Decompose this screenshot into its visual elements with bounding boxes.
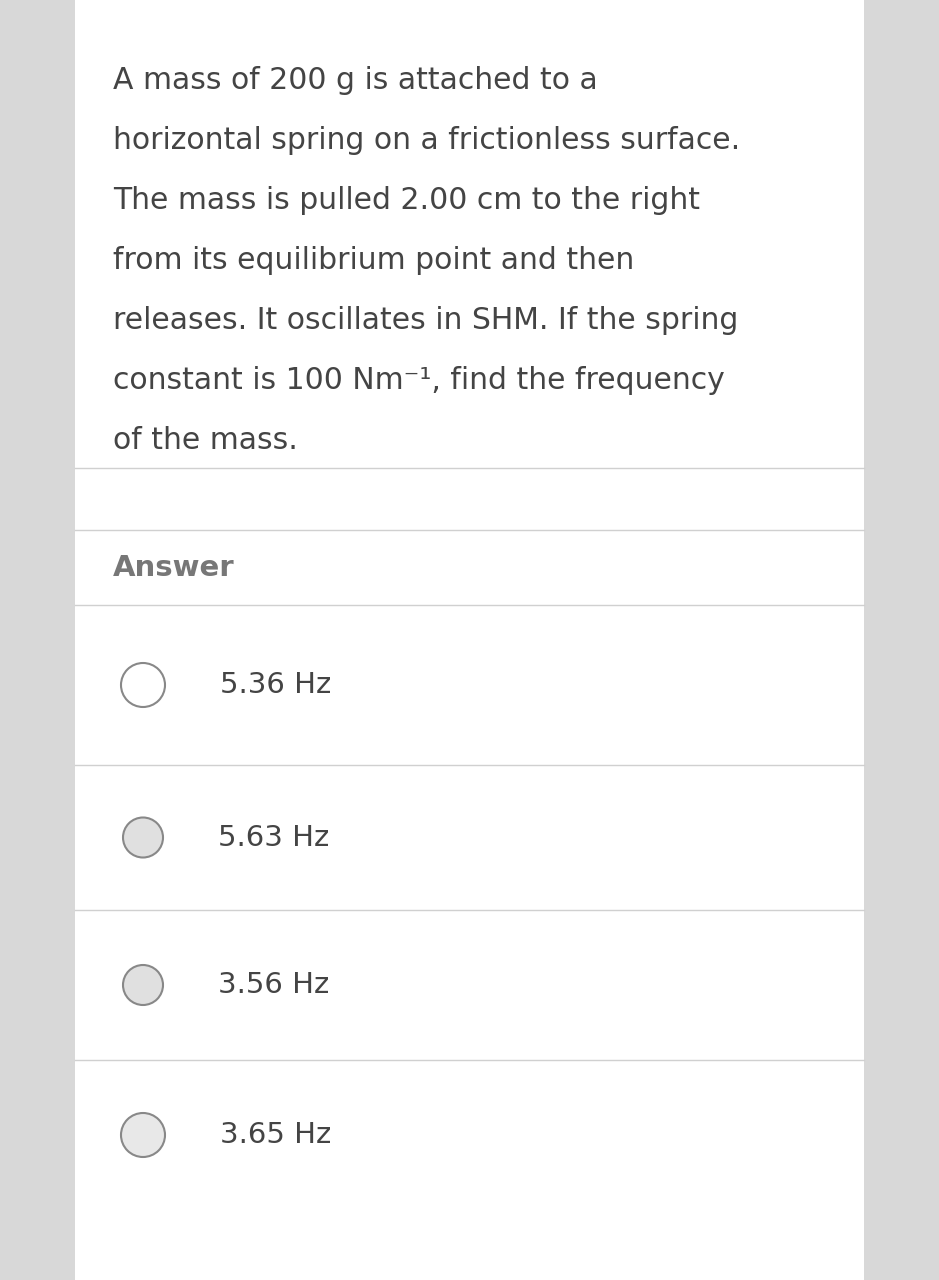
- Text: 5.36 Hz: 5.36 Hz: [220, 671, 331, 699]
- Circle shape: [121, 663, 165, 707]
- Circle shape: [131, 826, 155, 850]
- Text: of the mass.: of the mass.: [113, 426, 298, 454]
- Text: releases. It oscillates in SHM. If the spring: releases. It oscillates in SHM. If the s…: [113, 306, 738, 335]
- Text: horizontal spring on a frictionless surface.: horizontal spring on a frictionless surf…: [113, 125, 740, 155]
- Text: 3.56 Hz: 3.56 Hz: [218, 972, 330, 998]
- Text: constant is 100 Nm⁻¹, find the frequency: constant is 100 Nm⁻¹, find the frequency: [113, 366, 725, 396]
- Text: Answer: Answer: [113, 553, 235, 581]
- Text: The mass is pulled 2.00 cm to the right: The mass is pulled 2.00 cm to the right: [113, 186, 700, 215]
- Circle shape: [129, 671, 157, 699]
- Text: A mass of 200 g is attached to a: A mass of 200 g is attached to a: [113, 67, 598, 95]
- Circle shape: [123, 818, 163, 858]
- Text: from its equilibrium point and then: from its equilibrium point and then: [113, 246, 634, 275]
- FancyBboxPatch shape: [75, 0, 864, 1280]
- Text: 3.65 Hz: 3.65 Hz: [220, 1121, 331, 1149]
- Circle shape: [121, 1114, 165, 1157]
- Circle shape: [129, 1121, 157, 1149]
- Circle shape: [131, 973, 155, 997]
- Circle shape: [123, 965, 163, 1005]
- Text: 5.63 Hz: 5.63 Hz: [218, 823, 330, 851]
